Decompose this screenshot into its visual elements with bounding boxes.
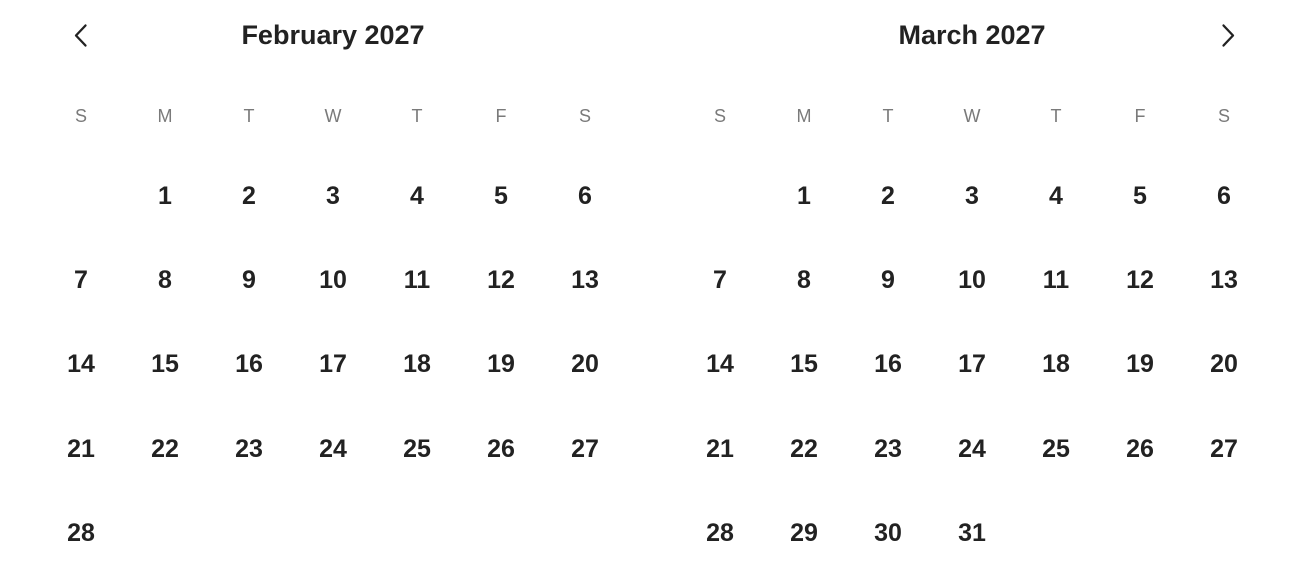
- day-cell[interactable]: 2: [242, 181, 256, 210]
- day-grid: 1 2 3 4 5 6 7 8 9 10 11 12 13 14 15 16 17 18 19 20 21 22 23 24 2…: [678, 154, 1266, 570]
- day-cell[interactable]: 10: [319, 265, 347, 294]
- weekday-label: F: [495, 105, 507, 126]
- day-cell[interactable]: 11: [403, 265, 431, 294]
- month-title: March 2027: [898, 20, 1046, 50]
- day-cell[interactable]: 27: [1210, 434, 1238, 463]
- prev-month-button[interactable]: [60, 15, 100, 55]
- day-cell[interactable]: 17: [958, 350, 986, 379]
- day-cell[interactable]: 15: [790, 350, 818, 379]
- day-cell-empty: [39, 154, 123, 238]
- month-title: February 2027: [241, 20, 425, 50]
- day-cell[interactable]: 7: [74, 265, 88, 294]
- day-cell[interactable]: 19: [1126, 350, 1154, 379]
- day-cell[interactable]: 21: [67, 434, 95, 463]
- day-cell-empty: [543, 491, 627, 570]
- weekday-label: T: [411, 105, 423, 126]
- day-cell-empty: [123, 491, 207, 570]
- day-cell[interactable]: 8: [158, 265, 172, 294]
- day-cell[interactable]: 28: [67, 518, 95, 547]
- day-cell[interactable]: 4: [410, 181, 424, 210]
- weekday-label: W: [324, 105, 342, 126]
- day-cell[interactable]: 28: [706, 518, 734, 547]
- day-cell-empty: [1182, 491, 1266, 570]
- day-cell[interactable]: 29: [790, 518, 818, 547]
- day-cell[interactable]: 30: [874, 518, 902, 547]
- day-cell[interactable]: 14: [706, 350, 734, 379]
- day-cell[interactable]: 26: [487, 434, 515, 463]
- day-cell[interactable]: 18: [1042, 350, 1070, 379]
- day-cell[interactable]: 4: [1049, 181, 1063, 210]
- weekday-label: T: [882, 105, 894, 126]
- weekday-label: T: [1050, 105, 1062, 126]
- day-cell[interactable]: 3: [326, 181, 340, 210]
- next-month-button[interactable]: [1208, 15, 1248, 55]
- day-cell[interactable]: 17: [319, 350, 347, 379]
- day-cell[interactable]: 20: [571, 350, 599, 379]
- day-cell[interactable]: 5: [1133, 181, 1147, 210]
- day-cell[interactable]: 19: [487, 350, 515, 379]
- day-cell[interactable]: 9: [242, 265, 256, 294]
- day-cell[interactable]: 22: [790, 434, 818, 463]
- day-cell[interactable]: 25: [403, 434, 431, 463]
- day-cell[interactable]: 15: [151, 350, 179, 379]
- day-cell[interactable]: 24: [958, 434, 986, 463]
- day-cell[interactable]: 7: [713, 265, 727, 294]
- weekday-label: S: [578, 105, 591, 126]
- weekday-label: M: [796, 105, 812, 126]
- day-cell[interactable]: 23: [235, 434, 263, 463]
- day-cell[interactable]: 6: [1217, 181, 1231, 210]
- day-cell[interactable]: 20: [1210, 350, 1238, 379]
- day-cell[interactable]: 13: [1210, 265, 1238, 294]
- chevron-left-icon: [74, 23, 87, 47]
- day-cell[interactable]: 12: [1126, 265, 1154, 294]
- weekday-label: W: [963, 105, 981, 126]
- day-cell-empty: [1014, 491, 1098, 570]
- weekday-label: S: [1217, 105, 1230, 126]
- day-cell[interactable]: 16: [874, 350, 902, 379]
- day-cell[interactable]: 23: [874, 434, 902, 463]
- day-cell[interactable]: 6: [578, 181, 592, 210]
- day-cell[interactable]: 13: [571, 265, 599, 294]
- day-cell[interactable]: 8: [797, 265, 811, 294]
- day-cell[interactable]: 3: [965, 181, 979, 210]
- day-cell[interactable]: 31: [958, 518, 986, 547]
- day-cell[interactable]: 1: [158, 181, 172, 210]
- weekday-label: T: [243, 105, 255, 126]
- day-cell[interactable]: 9: [881, 265, 895, 294]
- day-grid: 1 2 3 4 5 6 7 8 9 10 11 12 13 14 15 16 17 18 19 20 21 22 23 24 2…: [39, 154, 627, 570]
- day-cell[interactable]: 27: [571, 434, 599, 463]
- day-cell[interactable]: 21: [706, 434, 734, 463]
- day-cell[interactable]: 16: [235, 350, 263, 379]
- day-cell[interactable]: 11: [1042, 265, 1070, 294]
- weekday-label: M: [157, 105, 173, 126]
- day-cell[interactable]: 10: [958, 265, 986, 294]
- day-cell[interactable]: 2: [881, 181, 895, 210]
- weekday-label: S: [74, 105, 87, 126]
- day-cell[interactable]: 26: [1126, 434, 1154, 463]
- day-cell-empty: [207, 491, 291, 570]
- day-cell[interactable]: 12: [487, 265, 515, 294]
- weekday-label: S: [713, 105, 726, 126]
- day-cell-empty: [459, 491, 543, 570]
- day-cell[interactable]: 22: [151, 434, 179, 463]
- day-cell-empty: [678, 154, 762, 238]
- day-cell[interactable]: 14: [67, 350, 95, 379]
- day-cell[interactable]: 25: [1042, 434, 1070, 463]
- day-cell-empty: [291, 491, 375, 570]
- day-cell-empty: [1098, 491, 1182, 570]
- day-cell[interactable]: 1: [797, 181, 811, 210]
- day-cell[interactable]: 24: [319, 434, 347, 463]
- day-cell[interactable]: 18: [403, 350, 431, 379]
- day-cell-empty: [375, 491, 459, 570]
- chevron-right-icon: [1221, 23, 1234, 47]
- weekday-label: F: [1134, 105, 1146, 126]
- day-cell[interactable]: 5: [494, 181, 508, 210]
